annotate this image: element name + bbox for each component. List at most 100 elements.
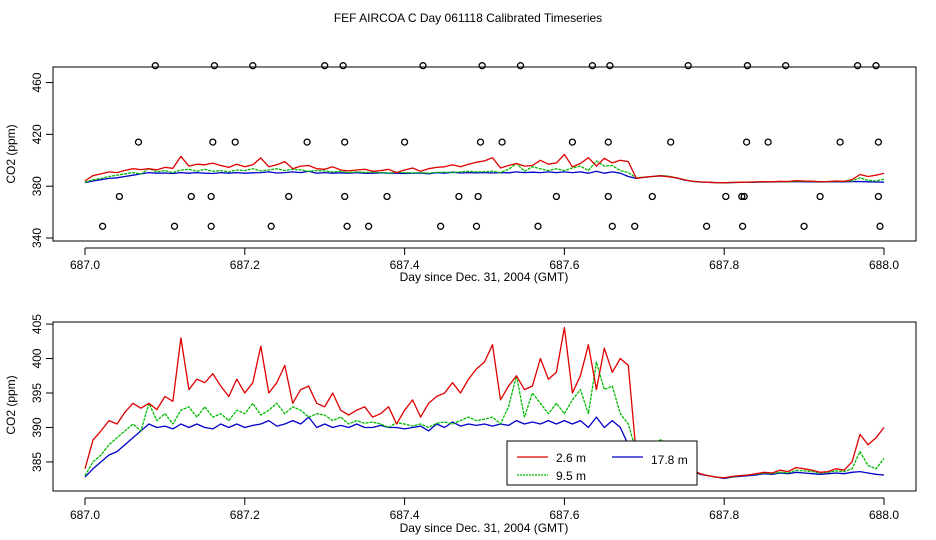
calibration-marker — [498, 138, 506, 146]
calibration-marker — [474, 192, 482, 201]
calibration-marker — [231, 138, 239, 146]
calibration-marker — [207, 192, 215, 201]
top-x-tick-label: 687.0 — [70, 258, 100, 272]
calibration-marker — [608, 222, 616, 230]
calibration-marker — [341, 138, 349, 146]
top-y-tick-label: 380 — [30, 176, 44, 196]
calibration-marker — [170, 222, 179, 230]
top-x-axis-label: Day since Dec. 31, 2004 (GMT) — [400, 270, 569, 284]
calibration-marker — [285, 192, 293, 201]
legend-box — [506, 440, 698, 486]
calibration-marker — [872, 62, 880, 70]
calibration-marker — [816, 192, 824, 201]
top-x-tick-label: 687.4 — [390, 258, 420, 272]
calibration-marker — [321, 62, 329, 70]
bottom-series-9-5-m — [84, 361, 885, 479]
calibration-marker — [478, 62, 486, 70]
calibration-marker — [436, 222, 445, 230]
top-series-2-6-m — [84, 153, 885, 184]
top-y-tick-label: 340 — [30, 228, 44, 248]
bottom-y-tick-label: 390 — [30, 417, 44, 437]
bottom-x-tick-label: 687.0 — [70, 508, 100, 522]
calibration-marker — [738, 192, 746, 201]
calibration-marker — [606, 62, 614, 70]
calibration-marker — [742, 138, 751, 146]
calibration-marker — [552, 192, 561, 201]
calibration-marker — [836, 138, 844, 146]
calibration-marker — [853, 62, 862, 70]
bottom-y-tick-label: 395 — [30, 383, 44, 403]
top-y-tick-label: 460 — [30, 72, 44, 92]
top-x-tick-label: 687.6 — [549, 258, 579, 272]
bottom-y-tick-label: 400 — [30, 348, 44, 368]
figure-title: FEF AIRCOA C Day 061118 Calibrated Times… — [334, 11, 602, 25]
calibration-marker — [874, 192, 883, 201]
top-x-axis: 687.0 687.2 687.4 687.6 687.8 688.0 — [70, 247, 899, 272]
calibration-marker — [738, 222, 747, 230]
calibration-marker — [364, 222, 373, 230]
top-x-tick-label: 687.2 — [230, 258, 260, 272]
calibration-marker — [419, 62, 427, 70]
calibration-marker — [207, 222, 215, 230]
calibration-marker — [98, 222, 107, 230]
calibration-marker — [667, 138, 675, 146]
calibration-marker — [383, 192, 391, 201]
calibration-marker — [874, 138, 883, 146]
top-x-tick-label: 687.8 — [709, 258, 739, 272]
legend-label-17-8m: 17.8 m — [651, 453, 688, 467]
calibration-marker — [400, 138, 409, 146]
calibration-marker — [740, 192, 748, 201]
calibration-marker — [341, 192, 349, 201]
legend: 2.6 m 9.5 m 17.8 m — [506, 440, 698, 486]
bottom-y-tick-label: 405 — [30, 314, 44, 334]
calibration-marker — [743, 62, 752, 70]
calibration-marker — [648, 192, 656, 201]
calibration-marker — [604, 138, 612, 146]
calibration-marker — [476, 138, 485, 146]
calibration-marker — [343, 222, 351, 230]
top-markers — [98, 62, 884, 230]
bottom-x-tick-label: 687.2 — [230, 508, 260, 522]
bottom-x-tick-label: 688.0 — [869, 508, 899, 522]
calibration-marker — [339, 62, 347, 70]
bottom-panel: 687.0 687.2 687.4 687.6 687.8 688.0 385 390 395… — [4, 314, 917, 535]
calibration-marker — [455, 192, 463, 201]
calibration-marker — [187, 192, 195, 201]
calibration-marker — [588, 62, 597, 70]
top-y-tick-label: 420 — [30, 124, 44, 144]
bottom-x-tick-label: 687.8 — [709, 508, 739, 522]
calibration-marker — [115, 192, 124, 201]
calibration-marker — [764, 138, 772, 146]
calibration-marker — [782, 62, 790, 70]
top-y-axis: 340 380 420 460 — [30, 72, 54, 248]
top-plot-frame — [52, 66, 917, 242]
top-y-axis-label: CO2 (ppm) — [4, 124, 18, 183]
bottom-series-2-6-m — [84, 326, 885, 479]
bottom-y-axis-label: CO2 (ppm) — [4, 375, 18, 434]
calibration-marker — [267, 222, 275, 230]
calibration-marker — [534, 222, 542, 230]
bottom-x-axis-label: Day since Dec. 31, 2004 (GMT) — [400, 521, 569, 535]
bottom-series-17-8-m — [84, 416, 885, 480]
calibration-marker — [631, 222, 639, 230]
calibration-marker — [684, 62, 692, 70]
calibration-marker — [210, 62, 219, 70]
bottom-x-axis: 687.0 687.2 687.4 687.6 687.8 688.0 — [70, 497, 899, 522]
calibration-marker — [134, 138, 143, 146]
legend-label-9-5m: 9.5 m — [556, 469, 586, 483]
calibration-marker — [876, 222, 884, 230]
top-panel: 687.0 687.2 687.4 687.6 687.8 688.0 340 380 420… — [4, 62, 917, 284]
calibration-marker — [151, 62, 159, 70]
calibration-marker — [800, 222, 808, 230]
calibration-marker — [722, 192, 730, 201]
calibration-marker — [249, 62, 257, 70]
calibration-marker — [568, 138, 577, 146]
legend-label-2-6m: 2.6 m — [556, 451, 586, 465]
calibration-marker — [516, 62, 525, 70]
bottom-x-tick-label: 687.6 — [549, 508, 579, 522]
bottom-y-axis: 385 390 395 400 405 — [30, 314, 54, 472]
calibration-marker — [303, 138, 311, 146]
top-series — [84, 153, 885, 184]
calibration-marker — [209, 138, 217, 146]
